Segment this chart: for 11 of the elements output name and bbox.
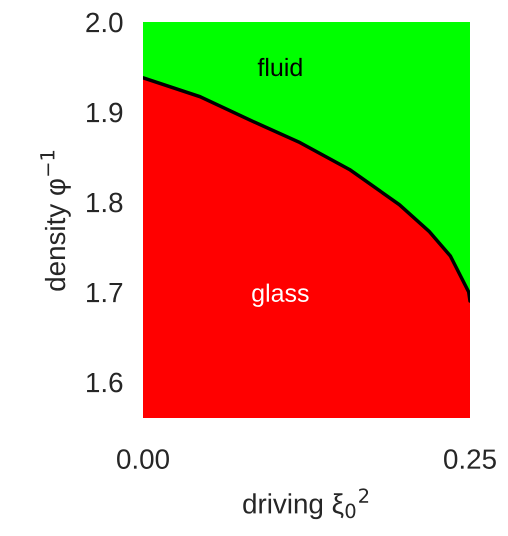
y-tick-label: 1.7 xyxy=(87,282,122,302)
y-tick-label: 1.8 xyxy=(87,192,122,212)
x-tick-label: 0.25 xyxy=(444,449,496,469)
annotation: glass xyxy=(252,284,309,307)
y-tick-label: 2.0 xyxy=(86,12,122,32)
x-axis-title: driving ξ$_{0}$$^{2}$ xyxy=(243,488,368,520)
annotation: fluid xyxy=(258,58,302,76)
y-axis-title: density φ$^{−1}$ xyxy=(40,150,71,291)
y-tick-label: 1.9 xyxy=(87,102,122,122)
x-tick-label: 0.00 xyxy=(117,449,169,469)
y-tick-label: 1.6 xyxy=(87,372,122,392)
